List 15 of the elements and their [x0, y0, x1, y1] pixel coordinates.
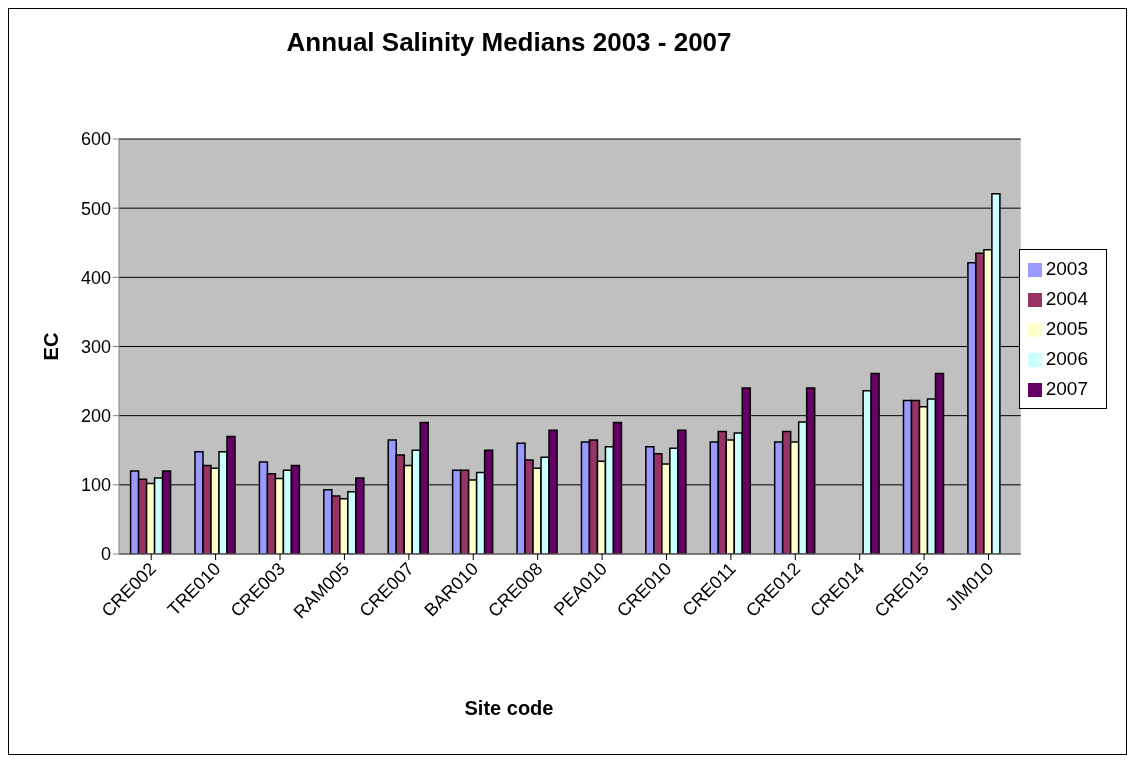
- x-axis-title: Site code: [463, 697, 555, 720]
- legend-label: 2007: [1045, 378, 1088, 399]
- legend-label: 2003: [1045, 258, 1088, 279]
- legend-label: 2006: [1045, 348, 1088, 369]
- legend-label: 2005: [1045, 318, 1088, 339]
- legend-label: 2004: [1045, 288, 1088, 309]
- y-axis-title: EC: [40, 332, 63, 361]
- y-tick-label: 600: [80, 129, 111, 150]
- y-tick-label: 300: [80, 336, 111, 357]
- y-tick-label: 100: [80, 475, 111, 496]
- y-tick-label: 500: [80, 198, 111, 219]
- y-tick-label: 400: [80, 267, 111, 288]
- y-tick-label: 200: [80, 406, 111, 427]
- y-tick-label: 0: [100, 544, 111, 565]
- chart-title: Annual Salinity Medians 2003 - 2007: [285, 27, 733, 58]
